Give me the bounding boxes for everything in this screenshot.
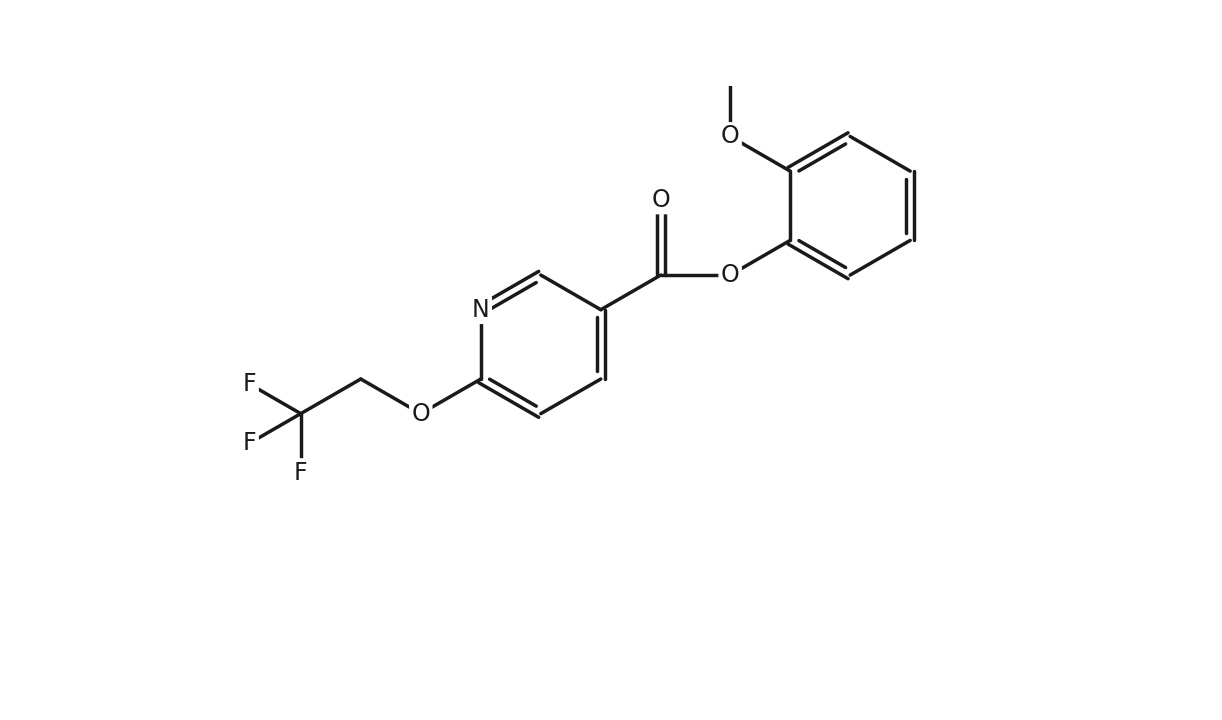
Text: F: F: [295, 461, 308, 485]
Text: F: F: [243, 431, 257, 455]
Text: O: O: [721, 263, 739, 287]
Text: O: O: [721, 125, 739, 148]
Text: N: N: [472, 297, 490, 322]
Text: O: O: [412, 402, 430, 426]
Text: F: F: [243, 372, 257, 396]
Text: O: O: [651, 188, 670, 212]
